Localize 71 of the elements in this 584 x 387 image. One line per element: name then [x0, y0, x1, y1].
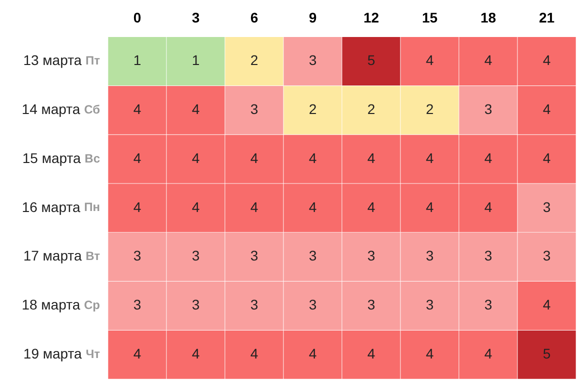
- data-label: 4: [542, 296, 551, 313]
- data-label: 3: [308, 248, 317, 264]
- data-label: 3: [426, 248, 434, 264]
- data-label: 4: [484, 345, 492, 362]
- x-tick-label: 21: [538, 9, 555, 26]
- data-label: 3: [542, 198, 551, 215]
- x-tick-label: 12: [363, 9, 380, 26]
- data-label: 4: [133, 345, 142, 362]
- data-label: 3: [484, 296, 492, 313]
- data-label: 4: [308, 345, 317, 362]
- data-label: 1: [192, 52, 200, 68]
- data-label: 4: [250, 198, 258, 215]
- y-tick-label: 16 марта Пн: [22, 198, 100, 215]
- data-label: 3: [542, 248, 551, 264]
- y-tick-label: 13 марта Пт: [23, 52, 100, 68]
- data-label: 3: [484, 248, 492, 264]
- data-label: 3: [250, 248, 258, 264]
- data-label: 3: [308, 52, 317, 68]
- data-label: 3: [367, 296, 376, 313]
- data-label: 4: [426, 150, 434, 166]
- data-label: 4: [542, 52, 551, 68]
- data-label: 4: [484, 52, 492, 68]
- y-tick-label: 19 марта Чт: [23, 345, 100, 362]
- data-label: 4: [426, 198, 434, 215]
- x-tick-label: 6: [250, 9, 258, 26]
- y-tick-label: 17 марта Вт: [23, 248, 100, 264]
- data-label: 4: [308, 150, 317, 166]
- data-label: 4: [367, 150, 376, 166]
- data-label: 3: [133, 248, 142, 264]
- data-label: 3: [308, 296, 317, 313]
- data-label: 3: [367, 248, 376, 264]
- data-label: 4: [192, 100, 200, 117]
- data-label: 4: [367, 345, 376, 362]
- data-label: 4: [542, 100, 551, 117]
- data-label: 3: [250, 296, 258, 313]
- x-tick-label: 9: [308, 9, 317, 26]
- data-label: 2: [426, 100, 434, 117]
- data-label: 4: [426, 52, 434, 68]
- data-label: 4: [484, 150, 492, 166]
- data-label: 4: [426, 345, 434, 362]
- data-label: 2: [308, 100, 317, 117]
- data-label: 4: [250, 150, 258, 166]
- data-label: 4: [133, 150, 142, 166]
- x-tick-label: 15: [422, 9, 438, 26]
- data-label: 5: [542, 345, 551, 362]
- x-tick-label: 0: [133, 9, 142, 26]
- data-label: 2: [367, 100, 376, 117]
- y-tick-label: 15 марта Вс: [22, 150, 100, 166]
- data-label: 4: [192, 150, 200, 166]
- data-label: 4: [250, 345, 258, 362]
- data-label: 4: [133, 100, 142, 117]
- data-label: 1: [133, 52, 142, 68]
- data-label: 3: [250, 100, 258, 117]
- data-label: 2: [250, 52, 258, 68]
- data-label: 3: [192, 296, 200, 313]
- x-tick-label: 18: [480, 9, 496, 26]
- data-label: 3: [484, 100, 492, 117]
- data-label: 3: [192, 248, 200, 264]
- data-label: 4: [133, 198, 142, 215]
- data-label: 4: [367, 198, 376, 215]
- data-label: 4: [192, 198, 200, 215]
- data-label: 4: [484, 198, 492, 215]
- data-label: 4: [542, 150, 551, 166]
- y-tick-label: 18 марта Ср: [22, 296, 100, 313]
- data-label: 5: [367, 52, 376, 68]
- data-label: 4: [192, 345, 200, 362]
- data-label: 4: [308, 198, 317, 215]
- data-label: 3: [133, 296, 142, 313]
- data-label: 3: [426, 296, 434, 313]
- y-tick-label: 14 марта Сб: [22, 100, 100, 117]
- x-tick-label: 3: [192, 9, 200, 26]
